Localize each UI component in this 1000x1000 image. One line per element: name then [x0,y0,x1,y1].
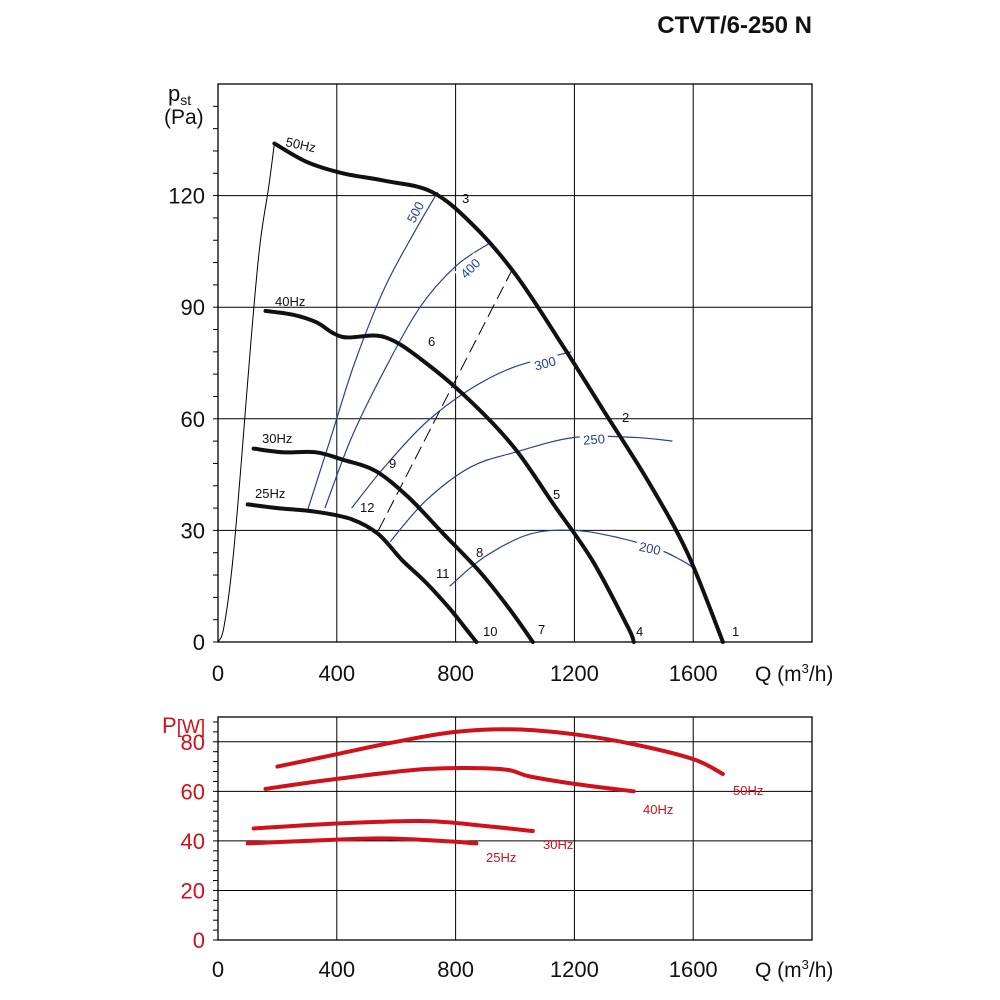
power-plot: 0 400 800 1200 1600 0 20 40 60 80P[W] Q (m3/h) 50Hz… [162,713,833,982]
operating-point-label: 1 [732,624,739,639]
operating-point-label: 7 [538,622,545,637]
y-tick-label: 20 [181,878,205,903]
system-curve-label-bg [401,195,429,229]
system-curve-label-bg [634,537,666,559]
fan-curve-label: 30Hz [262,431,292,446]
power-curve [275,727,725,776]
operating-point-label: 8 [476,545,483,560]
power-curve [245,836,479,846]
x-tick-label: 1600 [669,661,718,686]
operating-point-label: 5 [553,487,560,502]
system-curve [389,435,673,542]
power-curve-label: 30Hz [543,837,573,852]
fan-curve-label: 40Hz [275,294,305,309]
power-curve-label: 25Hz [486,850,516,865]
system-curve [449,529,694,587]
system-curve-label: 300 [533,353,558,373]
fan-curve-label: 25Hz [255,486,285,501]
operating-point-label: 12 [360,500,374,515]
operating-point-label: 3 [462,191,469,206]
x-tick-label: 400 [318,661,355,686]
plot-frame [217,83,813,643]
system-curve-label-bg [454,252,486,284]
y-axis-label: pst [168,81,191,108]
y-tick-label: 60 [181,407,205,432]
y-tick-label: 60 [181,779,205,804]
x-axis-label: Q (m3/h) [755,957,833,982]
x-axis-label: Q (m3/h) [755,661,833,686]
dashed-line [377,269,513,531]
inlet-curve [217,143,275,643]
operating-point-label: 6 [428,334,435,349]
y-tick-label: 0 [193,630,205,655]
x-tick-label: 1200 [550,661,599,686]
x-tick-label: 0 [212,661,224,686]
system-curve-label-bg [579,430,609,448]
y-tick-label: 0 [193,928,205,953]
y-axis-unit: (Pa) [164,106,204,129]
operating-point-label: 2 [622,410,629,425]
power-curve [251,819,535,833]
y-tick-label: 30 [181,518,205,543]
fan-curve [251,446,535,644]
system-curve-label: 250 [583,431,606,447]
plot-frame [217,716,813,941]
x-tick-label: 0 [212,957,224,982]
x-tick-label: 800 [437,661,474,686]
x-tick-label: 800 [437,957,474,982]
x-tick-label: 1600 [669,957,718,982]
system-curve [351,351,572,509]
system-curve [324,243,489,509]
fan-curve-label: 50Hz [284,134,317,155]
power-curve-label: 50Hz [733,783,763,798]
y-axis-label: P[W] [162,713,205,738]
x-tick-label: 400 [318,957,355,982]
fan-curve [272,141,725,644]
system-curve-label-bg [529,351,561,375]
y-tick-label: 40 [181,829,205,854]
operating-point-label: 9 [389,456,396,471]
y-tick-label: 120 [168,184,205,209]
fan-curve [245,502,479,644]
operating-point-label: 11 [436,566,450,581]
y-tick-label: 90 [181,295,205,320]
x-tick-label: 1200 [550,957,599,982]
operating-point-label: 10 [483,624,497,639]
y-tick-label: 80 [181,730,205,755]
chart-title: CTVT/6-250 N [657,12,812,39]
operating-point-label: 4 [636,624,643,639]
system-curve-label: 200 [638,539,662,558]
power-curve-label: 40Hz [643,802,673,817]
fan-curve [263,308,636,644]
system-curve [306,191,439,512]
power-curve [263,765,636,794]
